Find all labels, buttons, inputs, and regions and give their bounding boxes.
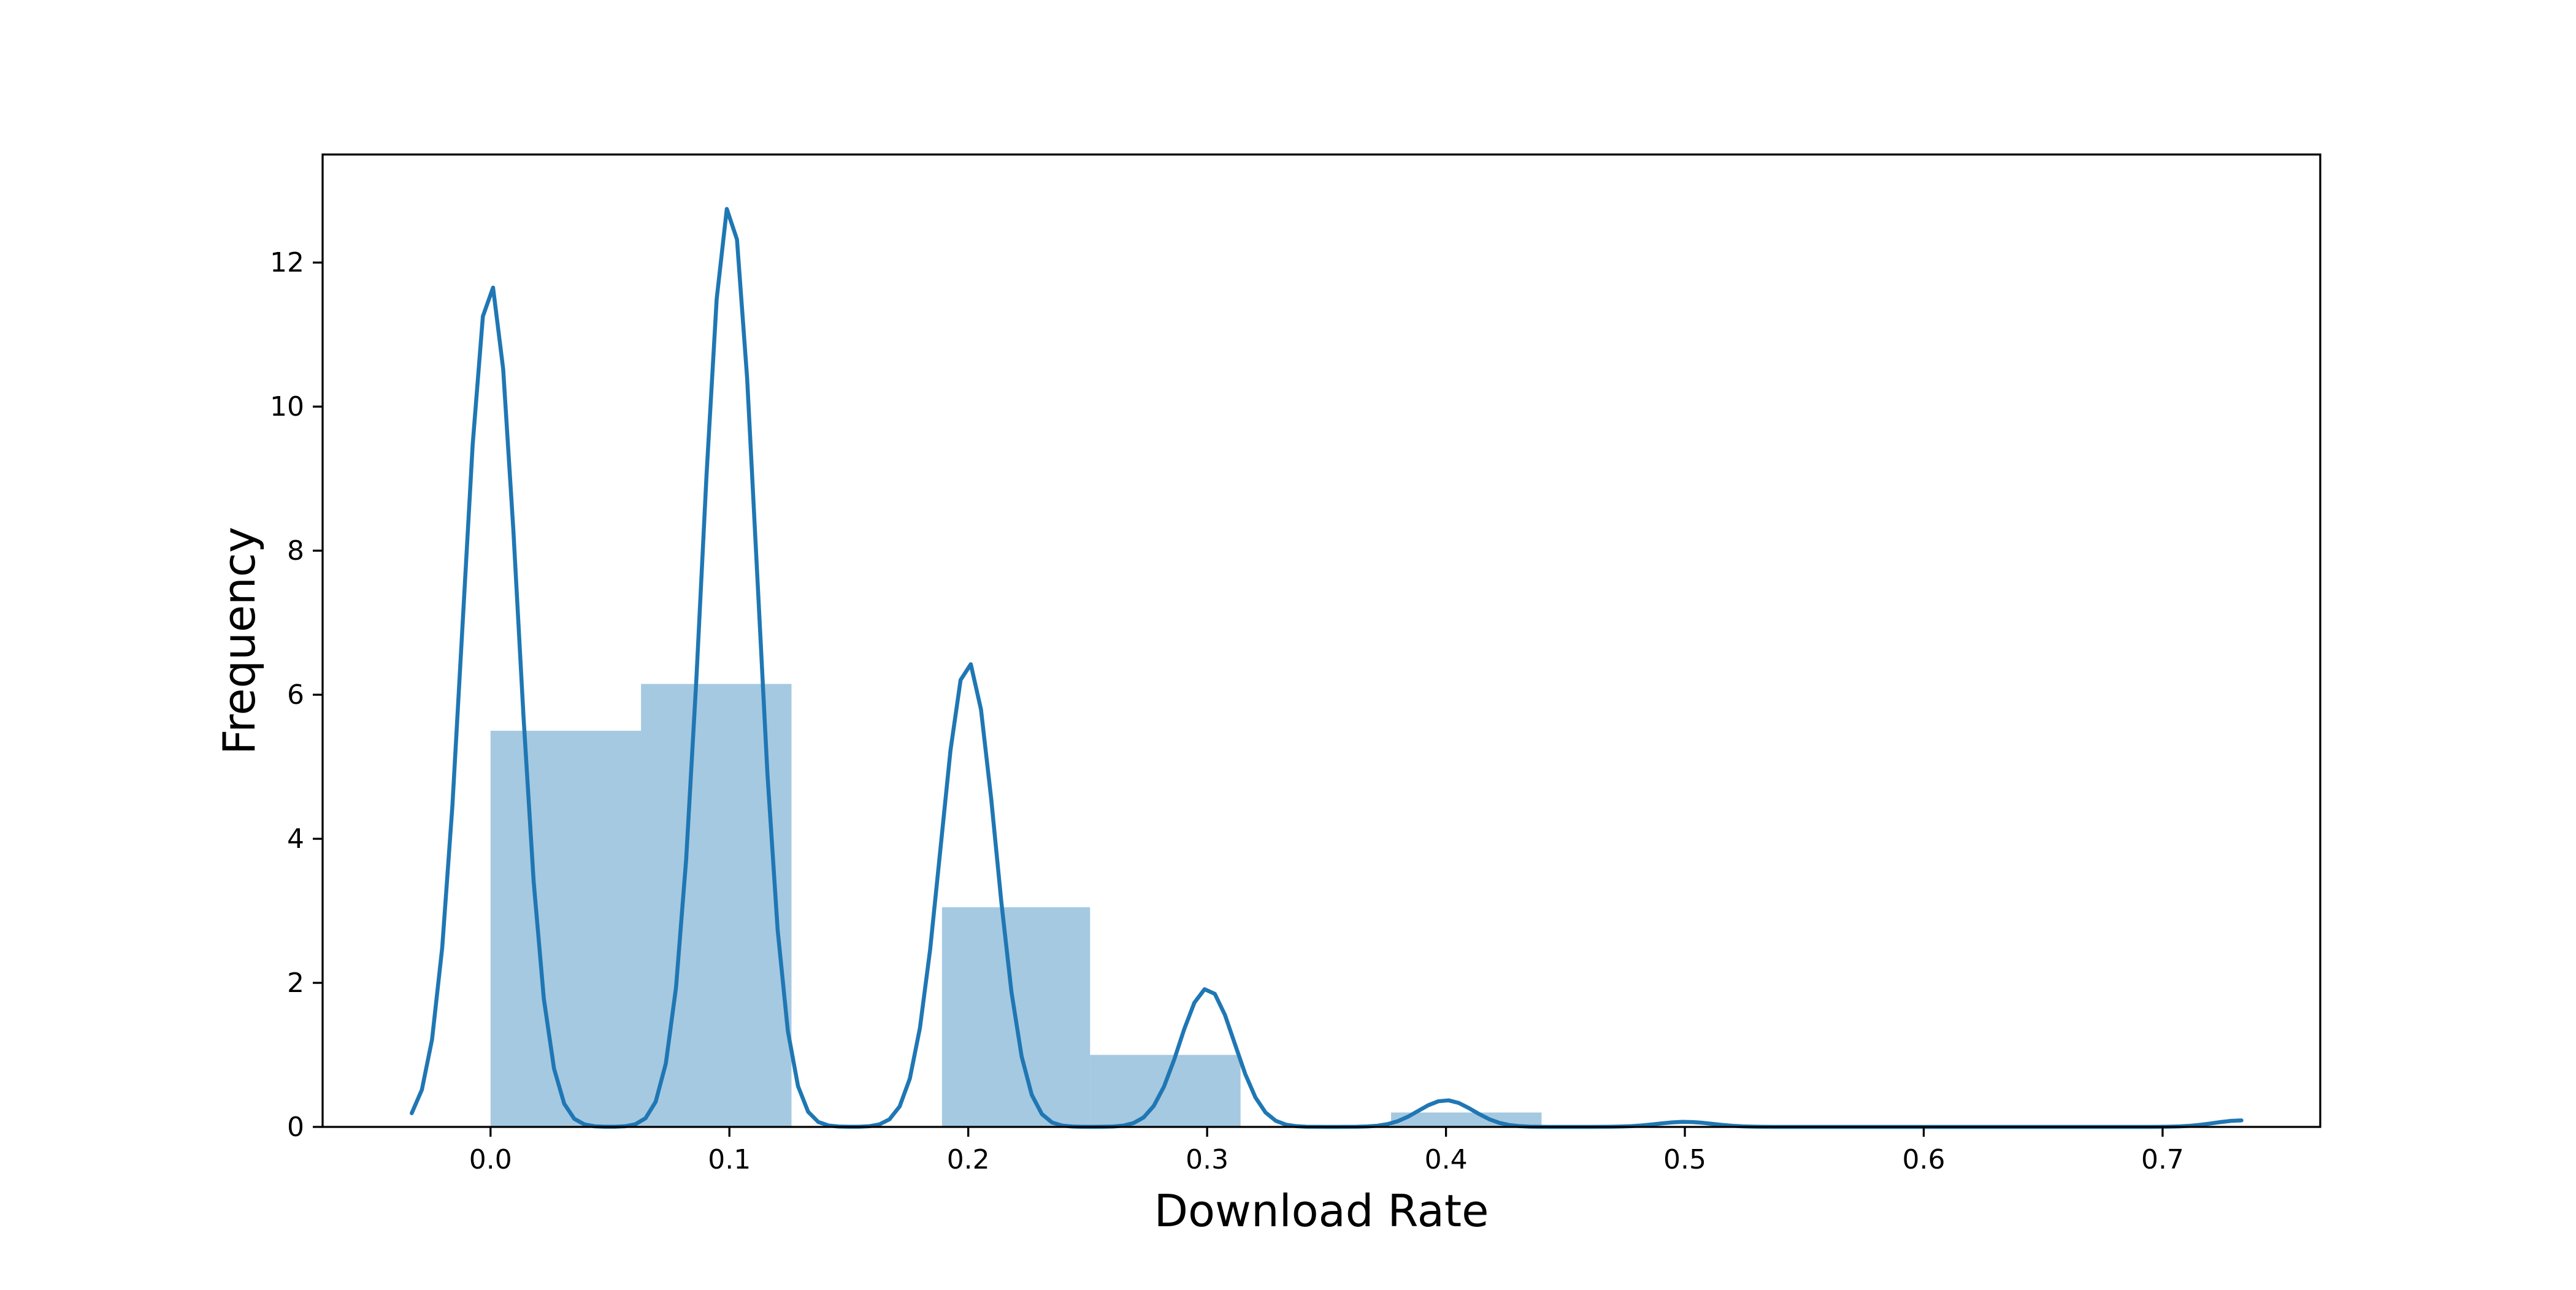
y-axis-label: Frequency (213, 527, 265, 755)
x-tick-label: 0.0 (469, 1144, 512, 1175)
x-tick-label: 0.4 (1425, 1144, 1468, 1175)
y-tick-label: 8 (287, 535, 304, 567)
x-tick-label: 0.7 (2141, 1144, 2184, 1175)
y-tick-label: 6 (287, 679, 304, 711)
axes-border (321, 153, 2321, 1128)
x-tick-label: 0.2 (947, 1144, 990, 1175)
axes-spines (321, 153, 2321, 1128)
histogram-bars (490, 684, 1542, 1127)
y-tick-label: 10 (270, 391, 304, 422)
x-axis-label: Download Rate (1154, 1185, 1489, 1237)
y-tick-label: 4 (287, 823, 304, 855)
x-tick-label: 0.5 (1663, 1144, 1706, 1175)
y-axis: 0 2 4 6 8 10 12 (270, 247, 323, 1143)
histogram-bar (490, 730, 642, 1127)
x-axis: 0.0 0.1 0.2 0.3 0.4 0.5 0.6 0.7 (469, 1127, 2184, 1175)
x-tick-label: 0.1 (708, 1144, 751, 1175)
x-tick-label: 0.6 (1903, 1144, 1945, 1175)
y-tick-label: 2 (287, 968, 304, 999)
y-tick-label: 0 (287, 1112, 304, 1143)
x-tick-label: 0.3 (1186, 1144, 1229, 1175)
histogram-bar (1090, 1055, 1241, 1127)
histogram-bar (641, 684, 792, 1127)
y-tick-label: 12 (270, 247, 304, 278)
